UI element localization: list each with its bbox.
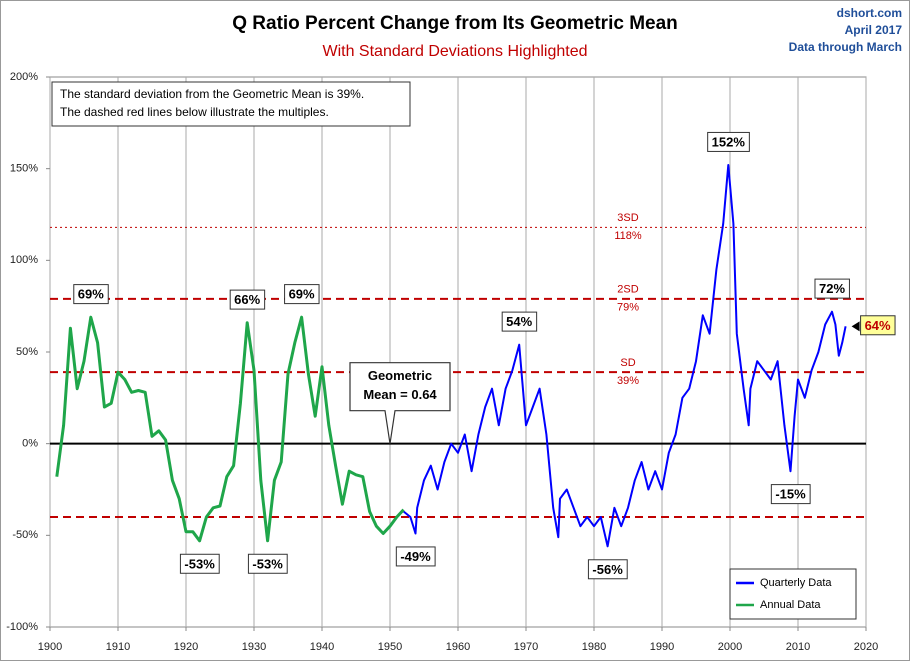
annotation: 54% <box>501 311 538 332</box>
annotation-box <box>284 284 320 305</box>
annotation-box <box>395 546 436 567</box>
note-text: The standard deviation from the Geometri… <box>60 87 364 101</box>
x-tick-label: 1950 <box>378 641 402 653</box>
annotation: 64% <box>860 315 896 336</box>
legend-label: Quarterly Data <box>760 577 832 589</box>
y-tick-label: 100% <box>10 254 38 266</box>
annotation: 152% <box>707 131 750 152</box>
annotation-box <box>860 315 896 336</box>
annotation: 66% <box>229 289 266 310</box>
annotation-arrow <box>851 321 860 332</box>
annotation-label: -53% <box>252 556 283 571</box>
y-tick-label: 50% <box>16 346 38 358</box>
reference-label: 79% <box>617 302 639 314</box>
reference-label: 3SD <box>617 212 638 224</box>
reference-label: 118% <box>614 230 642 242</box>
annotation-box <box>247 553 288 574</box>
note-frame <box>51 81 411 127</box>
annotation: 72% <box>814 278 850 299</box>
annotation: 69% <box>284 284 320 305</box>
annotation-box <box>587 559 628 580</box>
annotation-label: 72% <box>819 281 845 296</box>
annotation-label: 69% <box>78 287 104 302</box>
y-tick-label: 200% <box>10 71 38 83</box>
source: Data through March <box>789 40 902 54</box>
annotation: -49% <box>395 546 436 567</box>
chart-subtitle: With Standard Deviations Highlighted <box>322 43 587 60</box>
chart-title: Q Ratio Percent Change from Its Geometri… <box>232 13 678 34</box>
callout-text: Mean = 0.64 <box>363 387 437 402</box>
annotation-box <box>179 553 220 574</box>
y-tick-label: -50% <box>12 529 38 541</box>
note-text: The dashed red lines below illustrate th… <box>60 105 329 119</box>
x-tick-label: 1970 <box>514 641 538 653</box>
x-tick-label: 1920 <box>174 641 198 653</box>
annotation-label: -53% <box>184 556 215 571</box>
annotation: -53% <box>247 553 288 574</box>
annotation-box <box>229 289 266 310</box>
x-tick-label: 1930 <box>242 641 266 653</box>
y-tick-label: 150% <box>10 163 38 175</box>
label-bg <box>617 356 639 371</box>
annotation-box <box>770 484 811 505</box>
annotation: -53% <box>179 553 220 574</box>
annotation-box <box>73 284 109 305</box>
annotation: -56% <box>587 559 628 580</box>
note-box: The standard deviation from the Geometri… <box>51 81 411 127</box>
reference-label: 39% <box>617 375 639 387</box>
annotation-box <box>814 278 850 299</box>
x-tick-label: 2000 <box>718 641 742 653</box>
annotation-box <box>501 311 538 332</box>
annotation-label: 64% <box>865 318 891 333</box>
reference-label: SD <box>620 357 635 369</box>
y-tick-label: -100% <box>6 621 38 633</box>
series-line <box>55 315 405 543</box>
legend-frame <box>729 568 857 620</box>
annotation: -15% <box>770 484 811 505</box>
series-line <box>402 164 847 548</box>
callout-box <box>349 362 451 444</box>
source: April 2017 <box>845 23 903 37</box>
x-tick-label: 1940 <box>310 641 334 653</box>
x-tick-label: 1900 <box>38 641 62 653</box>
x-tick-label: 1980 <box>582 641 606 653</box>
annotation-box <box>707 131 750 152</box>
annotation-label: 69% <box>289 287 315 302</box>
label-bg <box>614 211 642 226</box>
annotation: 69% <box>73 284 109 305</box>
callout-text: Geometric <box>368 368 432 383</box>
annotation-label: -49% <box>400 549 431 564</box>
y-tick-label: 0% <box>22 438 38 450</box>
annotation-label: 66% <box>234 292 260 307</box>
x-tick-label: 1910 <box>106 641 130 653</box>
x-tick-label: 2020 <box>854 641 878 653</box>
annotation-label: -15% <box>775 487 806 502</box>
x-tick-label: 1990 <box>650 641 674 653</box>
annotation-label: 152% <box>712 134 746 149</box>
reference-label: 2SD <box>617 284 638 296</box>
x-tick-label: 1960 <box>446 641 470 653</box>
annotation-label: -56% <box>592 562 623 577</box>
annotation-label: 54% <box>506 314 532 329</box>
x-tick-label: 2010 <box>786 641 810 653</box>
legend-label: Annual Data <box>760 599 821 611</box>
label-bg <box>614 282 642 297</box>
source: dshort.com <box>837 6 902 20</box>
